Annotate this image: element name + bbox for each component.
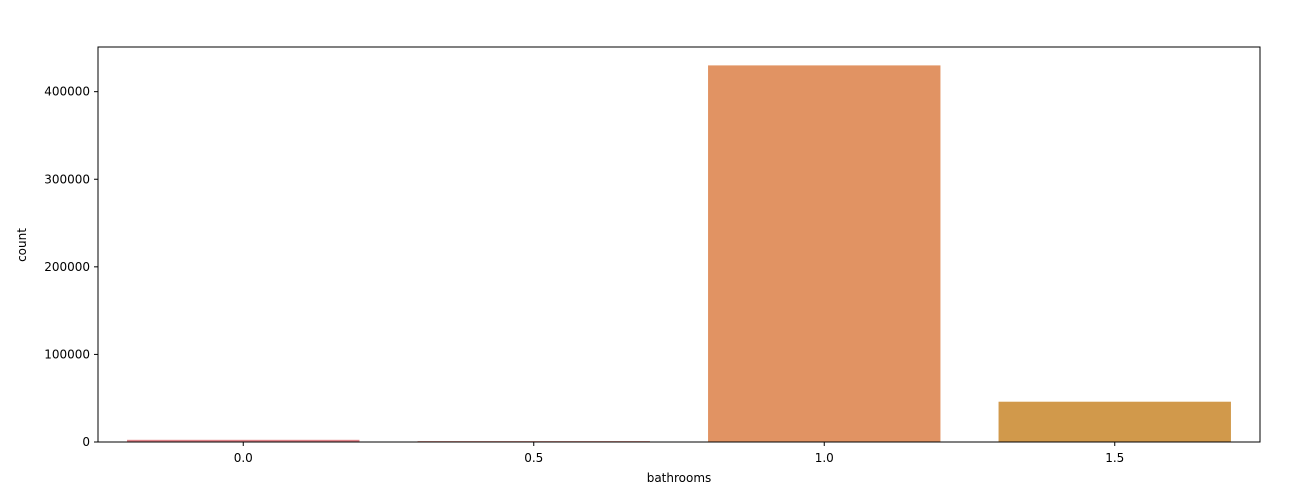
x-tick-label-1.5: 1.5	[1105, 451, 1124, 465]
plot-background	[98, 47, 1260, 442]
y-tick-label-0: 0	[82, 435, 90, 449]
y-tick-label-300000: 300000	[44, 172, 90, 186]
bar-0.0	[127, 439, 360, 442]
y-tick-label-400000: 400000	[44, 85, 90, 99]
bar-1.5	[998, 401, 1231, 442]
y-axis: 0 100000 200000 300000 400000	[44, 85, 98, 449]
x-tick-label-0.5: 0.5	[524, 451, 543, 465]
bar-1.0	[708, 65, 941, 443]
x-axis-label: bathrooms	[647, 471, 712, 485]
y-tick-label-100000: 100000	[44, 347, 90, 361]
bars-group	[127, 65, 1231, 443]
plot-frame	[97, 46, 1261, 443]
y-axis-label: count	[15, 228, 29, 262]
x-tick-label-0.0: 0.0	[234, 451, 253, 465]
y-tick-label-200000: 200000	[44, 260, 90, 274]
x-tick-label-1.0: 1.0	[815, 451, 834, 465]
x-axis: 0.0 0.5 1.0 1.5	[234, 442, 1124, 465]
